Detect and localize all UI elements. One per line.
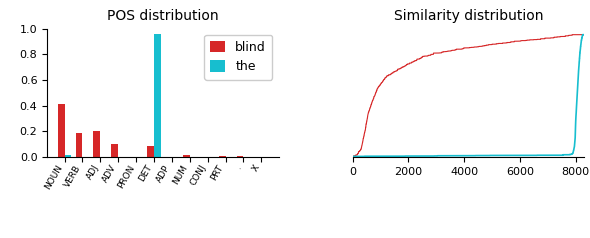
Legend: blind, the: blind, the	[204, 35, 273, 79]
Bar	[154, 34, 160, 157]
Bar	[93, 131, 100, 157]
Bar	[219, 156, 225, 157]
Bar	[76, 133, 83, 157]
Bar	[64, 154, 71, 157]
Title: Similarity distribution: Similarity distribution	[394, 9, 543, 23]
Bar	[58, 104, 64, 157]
Bar	[183, 155, 190, 157]
Title: POS distribution: POS distribution	[107, 9, 219, 23]
Bar	[237, 156, 244, 157]
Bar	[112, 144, 118, 157]
Bar	[147, 146, 154, 157]
